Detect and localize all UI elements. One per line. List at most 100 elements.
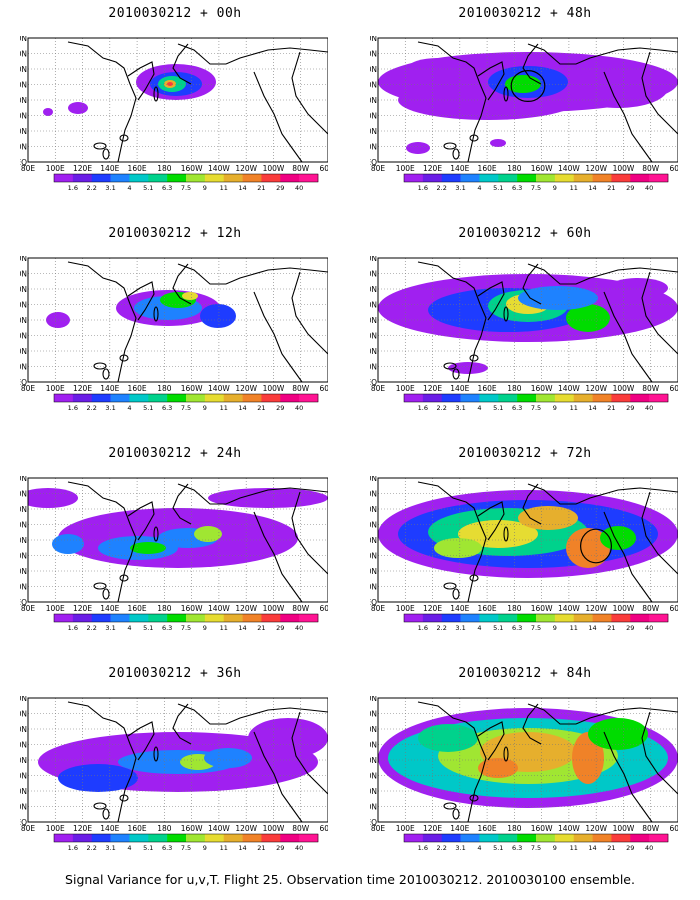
- colorbar-label: 5.1: [143, 404, 153, 412]
- lon-label: 100E: [46, 384, 65, 393]
- variance-field: [43, 64, 216, 116]
- lon-label: 160E: [478, 164, 497, 173]
- island: [102, 368, 110, 380]
- colorbar-swatch: [299, 394, 319, 402]
- colorbar-swatch: [223, 174, 243, 182]
- panel-title: 2010030212 + 48h: [458, 6, 592, 21]
- lon-label: 140W: [558, 164, 580, 173]
- island: [153, 306, 159, 322]
- coastline: [603, 511, 653, 602]
- panel-84h: 2010030212 + 84h 80N 70N 60N 50N 40N 30N 20N 10N…: [350, 660, 700, 880]
- lon-label: 140E: [100, 164, 119, 173]
- island: [102, 588, 110, 600]
- island: [469, 574, 479, 582]
- lon-label: 140E: [450, 604, 469, 613]
- lon-label: 120E: [73, 384, 92, 393]
- colorbar-label: 3.1: [455, 184, 465, 192]
- colorbar-frame: [403, 393, 669, 403]
- lat-label: 60N: [20, 725, 27, 734]
- colorbar-label: 21: [257, 184, 265, 192]
- colorbar-label: 5.1: [143, 624, 153, 632]
- coastline: [172, 703, 192, 745]
- colorbar-label: 11: [570, 844, 578, 852]
- variance-field: [28, 488, 328, 568]
- lon-label: 180: [507, 164, 522, 173]
- colorbar-swatch: [554, 614, 575, 622]
- lon-label: 80E: [21, 384, 36, 393]
- panel-title: 2010030212 + 24h: [108, 446, 242, 461]
- colorbar-swatch: [204, 174, 225, 182]
- colorbar-swatch: [280, 394, 300, 402]
- variance-contour: [200, 304, 236, 328]
- lon-label: 80W: [642, 384, 660, 393]
- colorbar-label: 2.2: [437, 844, 447, 852]
- colorbar-swatch: [223, 394, 243, 402]
- colorbar-swatch: [242, 614, 262, 622]
- coastline: [527, 703, 678, 725]
- variance-contour: [28, 488, 78, 508]
- lat-label: 50N: [20, 521, 27, 530]
- colorbar-label: 21: [257, 844, 265, 852]
- lat-label: 70N: [370, 710, 377, 719]
- colorbar-swatch: [129, 614, 149, 622]
- island: [119, 574, 129, 582]
- colorbar-swatch: [573, 174, 593, 182]
- colorbar-swatch: [261, 614, 281, 622]
- colorbar-swatch: [573, 834, 593, 842]
- colorbar-swatch: [404, 174, 424, 182]
- lat-label: 60N: [370, 285, 377, 294]
- lon-label: 180: [507, 604, 522, 613]
- variance-contour: [434, 538, 482, 558]
- colorbar-label: 7.5: [181, 184, 191, 192]
- colorbar-label: 11: [570, 624, 578, 632]
- colorbar-swatch: [167, 614, 187, 622]
- island: [102, 808, 110, 820]
- lon-label: 160W: [181, 384, 203, 393]
- lon-label: 160W: [181, 824, 203, 833]
- coastline: [253, 291, 303, 382]
- colorbar-label: 29: [276, 624, 284, 632]
- colorbar-label: 1.6: [68, 404, 78, 412]
- coastline: [67, 41, 137, 162]
- island: [153, 526, 159, 542]
- lon-label: 80E: [371, 384, 386, 393]
- colorbar-swatch: [479, 394, 499, 402]
- colorbar-swatch: [592, 614, 612, 622]
- lat-label: 40N: [20, 756, 27, 765]
- lat-label: EQ: [20, 598, 27, 607]
- panel-00h: 2010030212 + 00h 80N 70N 60N 50N 40N 30N 20N 10N…: [0, 0, 350, 220]
- colorbar-label: 9: [553, 184, 557, 192]
- lon-label: 120E: [423, 824, 442, 833]
- colorbar-swatch: [54, 394, 74, 402]
- colorbar-swatch: [649, 394, 669, 402]
- lon-label: 180: [507, 824, 522, 833]
- lon-label: 100E: [396, 824, 415, 833]
- colorbar-label: 2.2: [87, 184, 97, 192]
- coastline: [127, 501, 155, 541]
- lat-label: 20N: [20, 347, 27, 356]
- colorbar-label: 3.1: [455, 404, 465, 412]
- lat-label: 30N: [370, 552, 377, 561]
- colorbar-swatch: [148, 834, 168, 842]
- lat-label: 20N: [20, 567, 27, 576]
- colorbar-frame: [53, 393, 319, 403]
- map-plot: 80N 70N 60N 50N 40N 30N 20N 10N EQ80E 100E 120E 140…: [20, 256, 328, 412]
- coastline: [603, 731, 653, 822]
- coastline: [172, 483, 192, 525]
- colorbar-label: 9: [553, 844, 557, 852]
- variance-contour: [518, 286, 598, 310]
- colorbar-swatch: [517, 394, 537, 402]
- lon-label: 120E: [73, 604, 92, 613]
- panel-12h: 2010030212 + 12h 80N 70N 60N 50N 40N 30N 20N 10N…: [0, 220, 350, 440]
- colorbar-swatch: [441, 614, 461, 622]
- lon-label: 120E: [423, 164, 442, 173]
- lat-label: 30N: [370, 112, 377, 121]
- colorbar-swatch: [592, 834, 612, 842]
- gridlines: [378, 698, 678, 822]
- colorbar-label: 40: [645, 844, 653, 852]
- coastline: [253, 71, 303, 162]
- lat-label: 10N: [20, 363, 27, 372]
- lon-label: 80W: [292, 604, 310, 613]
- colorbar-label: 40: [295, 624, 303, 632]
- colorbar-swatch: [460, 834, 480, 842]
